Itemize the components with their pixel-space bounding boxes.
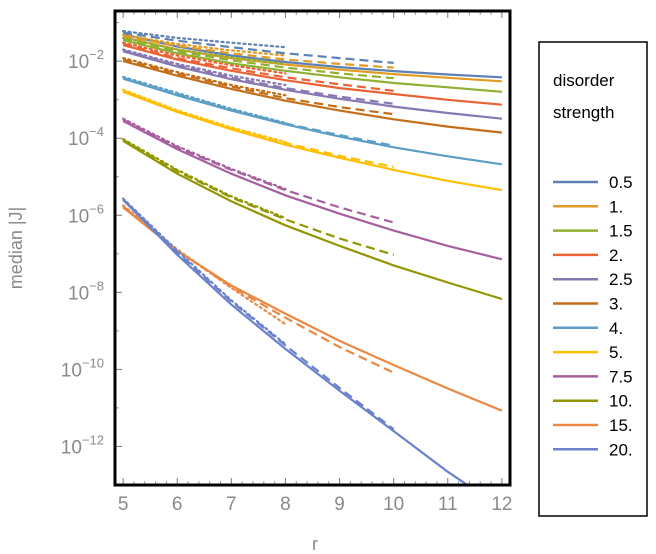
series-7-solid-line	[122, 90, 503, 192]
series-6-solid-line	[122, 77, 503, 166]
series-0-dashed-line	[122, 31, 394, 64]
legend-label: 5.	[609, 343, 623, 362]
x-tick-label: 9	[334, 494, 345, 515]
x-tick-label: 5	[118, 494, 129, 515]
y-tick-base: 10	[61, 360, 82, 381]
y-tick-label: 10−4	[68, 124, 104, 150]
series-6-dashed-line	[122, 76, 394, 147]
series-5-dashed-line	[122, 58, 394, 116]
series-3-dashed-line	[122, 42, 394, 92]
series-5-solid-line	[122, 60, 503, 134]
series-1-solid-line	[122, 36, 502, 83]
series-0-dotted-line	[121, 30, 287, 49]
plot-frame	[113, 9, 512, 487]
series-9-dotted-line	[121, 138, 287, 220]
y-tick-label: 10−10	[61, 355, 104, 381]
y-tick-label: 10−6	[68, 201, 104, 227]
plot-area-background	[115, 11, 510, 485]
y-tick-base: 10	[68, 52, 89, 73]
x-tick-label: 11	[438, 494, 458, 515]
series-11-solid-line	[122, 199, 470, 485]
y-tick-label: 10−2	[68, 47, 104, 73]
series-2-dotted-line	[121, 36, 287, 66]
x-tick-labels: 5 6 7 8 9 10 11 12	[118, 494, 513, 515]
series-5-dotted-line	[121, 56, 287, 97]
series-10-solid-line	[122, 206, 503, 412]
series-3-dotted-line	[121, 41, 287, 75]
series-8-dotted-line	[121, 117, 287, 191]
series-7-dotted-line	[121, 88, 287, 143]
series-4-dotted-line	[121, 48, 287, 87]
y-tick-base: 10	[68, 283, 89, 304]
y-tick-base: 10	[68, 206, 89, 227]
series-1-dotted-line	[121, 33, 287, 57]
series-8-solid-line	[122, 120, 503, 261]
legend-entries: 0.5 1. 1.5 2. 2.5 3. 4. 5. 7.5 10. 15. 20.	[553, 173, 633, 459]
x-tick-label: 10	[383, 494, 404, 515]
series-4-dashed-line	[122, 49, 394, 105]
series-2-solid-line	[122, 39, 502, 93]
series-11-dotted-line	[121, 197, 287, 346]
series-6-dotted-line	[121, 75, 287, 125]
y-tick-exponent: −8	[89, 278, 104, 293]
legend-title-line2: strength	[553, 103, 614, 122]
series-lines	[121, 30, 503, 485]
x-tick-label: 6	[172, 494, 183, 515]
series-4-solid-line	[122, 50, 503, 120]
y-tick-base: 10	[68, 129, 89, 150]
y-tick-exponent: −12	[82, 432, 104, 447]
y-tick-exponent: −4	[89, 124, 104, 139]
x-tick-label: 12	[491, 494, 512, 515]
y-axis-label: median |J|	[6, 207, 26, 289]
legend-label: 20.	[609, 440, 633, 459]
legend-label: 15.	[609, 416, 633, 435]
legend-label: 3.	[609, 295, 623, 314]
x-tick-label: 8	[280, 494, 291, 515]
y-tick-label: 10−8	[68, 278, 104, 304]
y-tick-exponent: −2	[89, 47, 104, 62]
legend-label: 0.5	[609, 173, 633, 192]
series-1-dashed-line	[122, 34, 394, 69]
x-axis-label: r	[312, 534, 318, 554]
legend-label: 4.	[609, 319, 623, 338]
y-tick-exponent: −6	[89, 201, 104, 216]
y-tick-base: 10	[61, 437, 82, 458]
y-tick-exponent: −10	[82, 355, 104, 370]
legend-label: 7.5	[609, 367, 633, 386]
legend-label: 1.	[609, 197, 623, 216]
x-tick-label: 7	[226, 494, 237, 515]
legend: disorder strength 0.5 1. 1.5 2. 2.5 3. 4. 5. 7.5…	[538, 41, 648, 517]
legend-label: 10.	[609, 392, 633, 411]
legend-label: 1.5	[609, 222, 633, 241]
legend-label: 2.5	[609, 270, 633, 289]
y-tick-label: 10−12	[61, 432, 104, 458]
legend-title-line1: disorder	[553, 71, 615, 90]
series-3-solid-line	[122, 44, 502, 106]
series-2-dashed-line	[122, 37, 394, 80]
legend-label: 2.	[609, 246, 623, 265]
series-9-solid-line	[122, 139, 503, 301]
